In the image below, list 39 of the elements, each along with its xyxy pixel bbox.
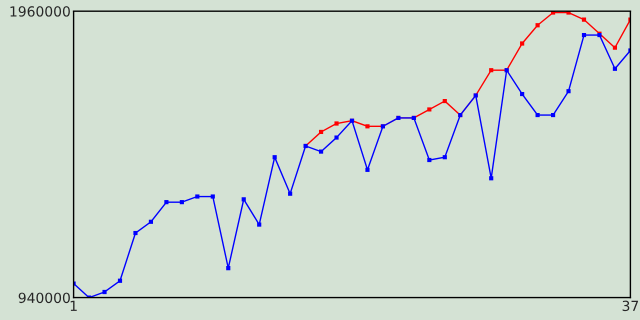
point — [612, 66, 618, 71]
point — [520, 92, 524, 96]
point — [566, 89, 571, 94]
point — [489, 176, 494, 180]
point — [550, 113, 556, 118]
point — [318, 150, 324, 154]
y-tick-label: 940000 — [18, 292, 70, 304]
point — [102, 290, 107, 294]
point — [133, 230, 138, 236]
point — [536, 23, 540, 28]
point — [242, 197, 246, 202]
point — [272, 155, 277, 160]
point — [582, 18, 586, 22]
point — [210, 194, 215, 199]
point — [365, 124, 370, 128]
point — [489, 68, 494, 72]
point — [520, 41, 524, 46]
point — [318, 130, 324, 134]
point — [612, 46, 618, 50]
point — [257, 222, 262, 227]
point — [334, 121, 339, 126]
point — [442, 98, 447, 104]
point — [427, 107, 432, 112]
point — [195, 194, 200, 199]
x-tick-label: 1 — [70, 300, 77, 311]
point — [334, 135, 339, 140]
point — [536, 113, 540, 118]
point — [288, 192, 292, 196]
point — [148, 220, 154, 224]
y-tick-label: 1960000 — [10, 6, 70, 17]
point — [582, 32, 586, 38]
point — [118, 278, 122, 283]
point — [442, 155, 447, 160]
point — [226, 266, 230, 270]
point — [180, 200, 184, 204]
point — [427, 158, 432, 162]
point — [164, 200, 168, 204]
x-tick-label: 37 — [622, 300, 638, 312]
point — [365, 168, 370, 172]
